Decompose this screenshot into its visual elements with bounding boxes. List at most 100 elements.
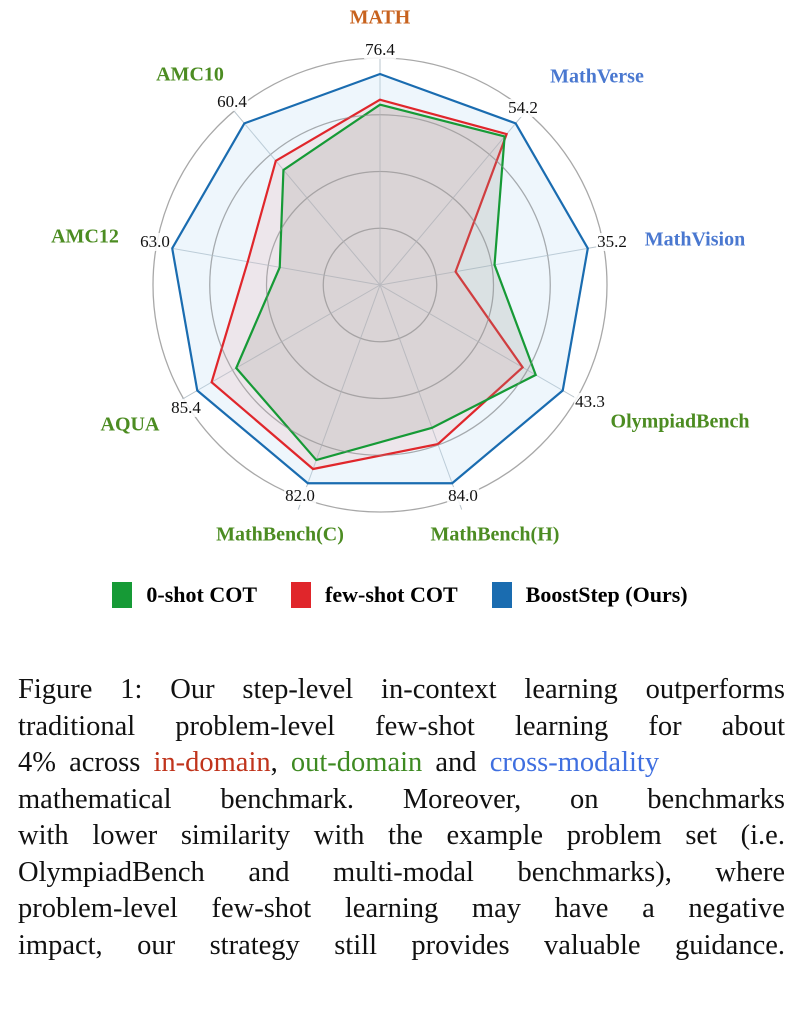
caption-word: traditional xyxy=(18,710,136,742)
caption-word: set xyxy=(685,820,717,851)
caption-line: traditional problem-level few-shot learning… xyxy=(18,709,785,746)
caption-word: outperforms xyxy=(645,674,785,705)
caption-word: problem xyxy=(566,820,662,851)
axis-label-amc10: AMC10 xyxy=(156,63,224,86)
series-booststep-ours- xyxy=(171,72,589,485)
tick-label: 82.0 xyxy=(284,486,316,505)
axis-label-mathbench-h-: MathBench(H) xyxy=(430,523,560,546)
tick-label: 60.4 xyxy=(216,92,248,111)
caption-word: where xyxy=(715,856,785,888)
axis-spoke xyxy=(225,101,381,286)
caption-segment: 4% across xyxy=(18,747,154,778)
caption-word: valuable xyxy=(544,929,641,961)
caption-word: with xyxy=(18,820,69,851)
caption-word: (i.e. xyxy=(740,820,785,851)
tick-label: 35.2 xyxy=(596,232,628,251)
grid-ring-overlay xyxy=(266,171,494,399)
caption-word: have xyxy=(554,893,609,924)
caption-line: 4% across in-domain, out-domain and cros… xyxy=(18,745,785,782)
caption-word: provides xyxy=(411,929,510,961)
caption-word: example xyxy=(446,820,544,851)
caption-word: mathematical xyxy=(18,783,172,815)
caption-word: Figure xyxy=(18,674,93,705)
axis-spoke xyxy=(379,284,588,405)
axis-label-mathverse: MathVerse xyxy=(550,65,644,88)
caption-word: similarity xyxy=(180,820,291,851)
caption-line: OlympiadBench and multi-modal benchmarks), w… xyxy=(18,855,785,892)
caption-word: lower xyxy=(92,820,158,851)
caption-word: step-level xyxy=(242,674,354,705)
axis-label-mathbench-c-: MathBench(C) xyxy=(216,523,344,546)
caption-word: learning xyxy=(514,710,609,742)
tick-label: 85.4 xyxy=(170,398,202,417)
axis-spoke xyxy=(379,284,463,510)
axis-spoke xyxy=(379,101,535,286)
legend-swatch xyxy=(291,582,312,608)
tick-label: 76.4 xyxy=(364,40,396,59)
axis-label-olympiadbench: OlympiadBench xyxy=(610,410,750,433)
caption-word: learning xyxy=(344,893,439,924)
caption-word: benchmark. xyxy=(220,783,355,815)
axis-label-amc12: AMC12 xyxy=(51,225,119,248)
grid-ring-overlay xyxy=(322,227,438,343)
legend: 0-shot COT few-shot COT BoostStep (Ours) xyxy=(0,582,800,608)
grid-ring-overlay xyxy=(209,114,551,456)
series-0-shot-cot xyxy=(234,103,538,462)
caption-segment: , xyxy=(270,747,291,778)
caption-word: our xyxy=(137,929,176,961)
legend-label: 0-shot COT xyxy=(146,582,258,607)
caption-word: problem-level xyxy=(18,893,178,924)
legend-label: BoostStep (Ours) xyxy=(525,582,688,607)
axis-spoke xyxy=(144,243,381,286)
tick-label: 84.0 xyxy=(447,486,479,505)
caption-word: may xyxy=(471,893,521,924)
axis-spoke xyxy=(172,284,381,405)
caption-segment: in-domain xyxy=(153,747,271,778)
caption-word: impact, xyxy=(18,929,103,961)
caption-word: learning xyxy=(524,674,618,705)
caption-word: and xyxy=(248,856,290,888)
caption-word: Our xyxy=(170,674,215,705)
caption-word: 1: xyxy=(120,674,143,705)
caption-word: in-context xyxy=(381,674,497,705)
caption-word: multi-modal xyxy=(333,856,474,888)
legend-item: 0-shot COT xyxy=(112,582,257,608)
series-few-shot-cot xyxy=(210,98,525,471)
radar-chart xyxy=(144,46,616,513)
caption-line: mathematical benchmark. Moreover, on benchma… xyxy=(18,782,785,819)
caption-word: a xyxy=(642,893,655,924)
legend-item: BoostStep (Ours) xyxy=(491,582,688,608)
caption-word: with xyxy=(313,820,365,851)
caption-line: Figure 1: Our step-level in-context learning o… xyxy=(18,672,785,709)
legend-item: few-shot COT xyxy=(291,582,458,608)
caption-word: about xyxy=(721,710,785,742)
caption-word: strategy xyxy=(209,929,300,961)
caption-word: OlympiadBench xyxy=(18,856,205,888)
axis-label-aqua: AQUA xyxy=(100,413,160,436)
axis-label-math: MATH xyxy=(349,6,411,29)
legend-swatch xyxy=(491,582,512,608)
legend-label: few-shot COT xyxy=(325,582,458,607)
axis-label-mathvision: MathVision xyxy=(644,228,746,251)
caption-segment: and xyxy=(422,747,490,778)
caption-word: few-shot xyxy=(375,710,475,742)
tick-label: 54.2 xyxy=(507,98,539,117)
axis-spoke xyxy=(379,243,616,286)
caption-word: still xyxy=(334,929,377,961)
caption-line: problem-level few-shot learning may have a neg… xyxy=(18,891,785,928)
caption-word: on xyxy=(570,783,599,815)
caption-word: problem-level xyxy=(175,710,336,742)
tick-label: 43.3 xyxy=(574,392,606,411)
caption-word: benchmarks xyxy=(647,783,785,815)
caption-word: the xyxy=(388,820,423,851)
caption-line: impact, our strategy still provides valuable g… xyxy=(18,928,785,965)
caption-word: Moreover, xyxy=(402,783,522,815)
legend-swatch xyxy=(112,582,133,608)
caption-segment: out-domain xyxy=(290,747,423,778)
caption-word: guidance. xyxy=(675,929,785,961)
figure-caption: Figure 1: Our step-level in-context learning o… xyxy=(18,672,785,964)
caption-word: few-shot xyxy=(211,893,312,924)
tick-label: 63.0 xyxy=(139,232,171,251)
axis-spoke xyxy=(297,284,381,510)
caption-line: with lower similarity with the example problem… xyxy=(18,818,785,855)
